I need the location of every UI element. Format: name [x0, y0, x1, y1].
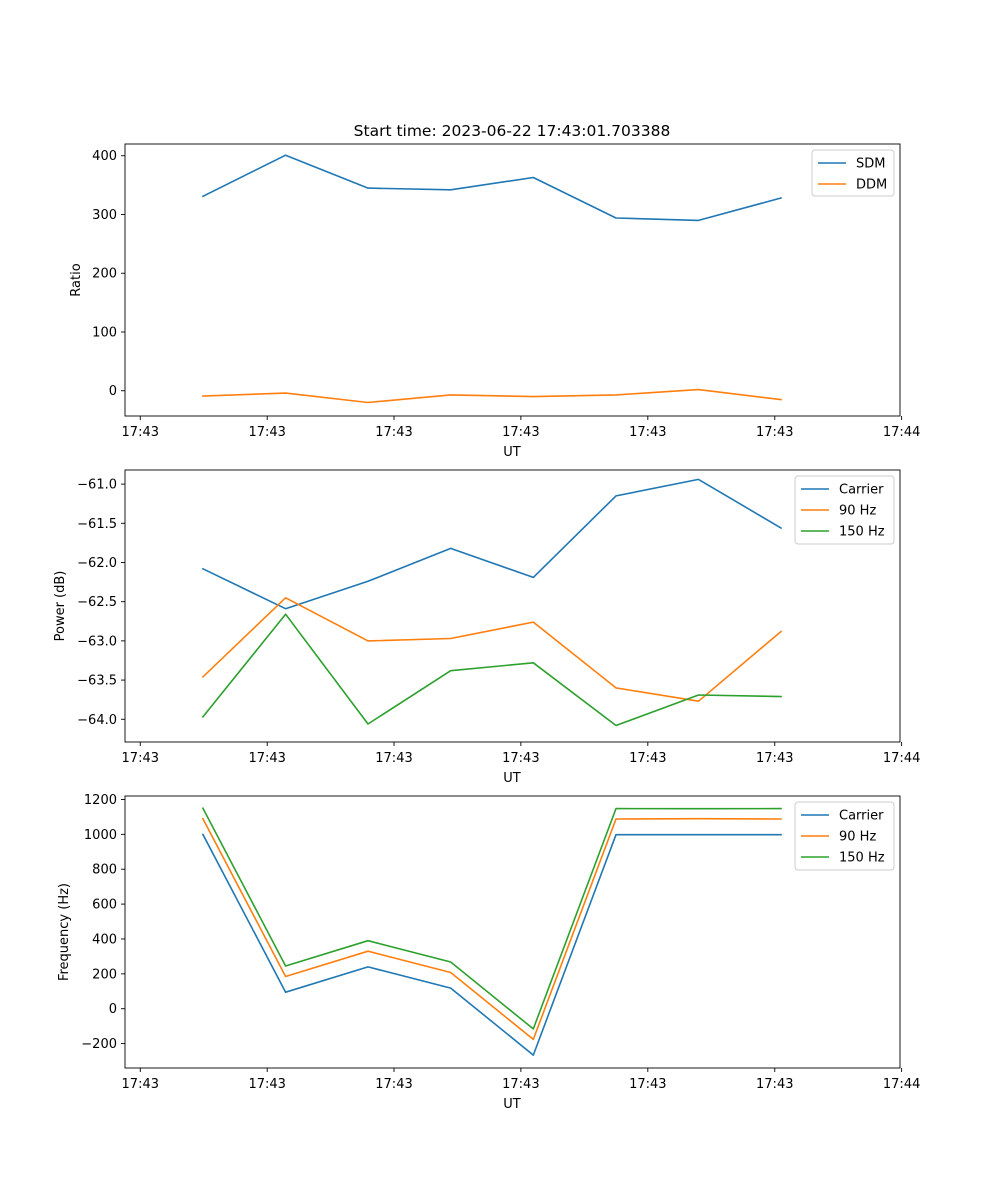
x-tick-label: 17:44: [883, 1077, 920, 1092]
x-tick-label: 17:43: [502, 1077, 539, 1092]
legend-label-150-hz: 150 Hz: [839, 525, 885, 540]
legend-label-ddm: DDM: [856, 178, 887, 193]
legend-label-90-hz: 90 Hz: [839, 830, 876, 845]
y-tick-label: 0: [109, 1002, 117, 1017]
y-tick-label: −62.0: [77, 556, 117, 571]
legend-label-sdm: SDM: [856, 157, 885, 172]
chart-2: 17:43 17:43 17:43 17:43 17:43 17:43 17:44 −64.0…: [53, 469, 920, 786]
chart-1: 17:43 17:43 17:43 17:43 17:43 17:43 17:44 0 100 2…: [69, 143, 920, 460]
x-tick-label: 17:43: [502, 751, 539, 766]
x-tick-label: 17:43: [122, 1077, 159, 1092]
axes-frame: [124, 469, 901, 743]
y-tick-label: 300: [92, 208, 117, 223]
charts-container: 17:43 17:43 17:43 17:43 17:43 17:43 17:44 0 100 2…: [53, 143, 920, 1112]
series-line-carrier: [201, 478, 783, 610]
axes-frame: [124, 143, 901, 417]
y-tick-label: 400: [92, 149, 117, 164]
x-tick-label: 17:43: [756, 425, 793, 440]
x-axis-label: UT: [503, 445, 521, 460]
y-tick-label: 1000: [84, 828, 117, 843]
legend: SDM DDM: [811, 149, 895, 197]
series-line-150-hz: [201, 807, 782, 1030]
y-axis-label: Frequency (Hz): [57, 883, 72, 981]
y-tick-label: 1200: [84, 793, 117, 808]
x-tick-label: 17:43: [248, 425, 285, 440]
y-tick-label: 0: [109, 384, 117, 399]
x-axis-label: UT: [503, 1097, 521, 1112]
x-tick-label: 17:43: [122, 751, 159, 766]
y-tick-label: −63.0: [77, 634, 117, 649]
legend-label-90-hz: 90 Hz: [839, 504, 876, 519]
y-tick-label: −62.5: [77, 595, 117, 610]
y-tick-label: 800: [92, 863, 117, 878]
y-tick-label: −61.5: [77, 517, 117, 532]
series-line-90-hz: [201, 817, 782, 1041]
chart-3: 17:43 17:43 17:43 17:43 17:43 17:43 17:44 −200 0…: [57, 793, 920, 1112]
x-axis-label: UT: [503, 771, 521, 786]
y-tick-label: 600: [92, 898, 117, 913]
y-tick-label: 200: [92, 267, 117, 282]
x-tick-label: 17:43: [629, 751, 666, 766]
x-tick-label: 17:44: [883, 751, 920, 766]
y-tick-label: −200: [81, 1037, 117, 1052]
x-tick-label: 17:43: [502, 425, 539, 440]
legend-label-150-hz: 150 Hz: [839, 851, 885, 866]
legend-label-carrier: Carrier: [839, 483, 884, 498]
y-tick-label: −64.0: [77, 713, 117, 728]
x-tick-label: 17:43: [375, 751, 412, 766]
x-tick-label: 17:43: [248, 1077, 285, 1092]
x-tick-label: 17:43: [375, 425, 412, 440]
y-tick-label: −61.0: [77, 478, 117, 493]
series-line-sdm: [201, 154, 782, 222]
figure-title: Start time: 2023-06-22 17:43:01.703388: [354, 122, 671, 140]
axes-frame: [124, 795, 901, 1069]
x-tick-label: 17:43: [375, 1077, 412, 1092]
x-tick-label: 17:43: [756, 1077, 793, 1092]
x-tick-label: 17:43: [629, 425, 666, 440]
y-tick-label: 100: [92, 325, 117, 340]
series-line-carrier: [201, 833, 782, 1056]
legend-frame: [794, 475, 895, 545]
series-line-90-hz: [201, 596, 783, 703]
x-tick-label: 17:43: [122, 425, 159, 440]
legend-label-carrier: Carrier: [839, 809, 884, 824]
x-tick-label: 17:43: [629, 1077, 666, 1092]
legend: Carrier 90 Hz 150 Hz: [794, 801, 895, 871]
x-tick-label: 17:44: [883, 425, 920, 440]
x-tick-label: 17:43: [756, 751, 793, 766]
y-axis-label: Ratio: [69, 263, 84, 296]
x-tick-label: 17:43: [248, 751, 285, 766]
legend-frame: [794, 801, 895, 871]
y-tick-label: 200: [92, 967, 117, 982]
series-line-150-hz: [201, 613, 782, 727]
y-tick-label: −63.5: [77, 674, 117, 689]
series-line-ddm: [202, 388, 782, 404]
y-tick-label: 400: [92, 932, 117, 947]
y-axis-label: Power (dB): [53, 571, 68, 642]
legend: Carrier 90 Hz 150 Hz: [794, 475, 895, 545]
